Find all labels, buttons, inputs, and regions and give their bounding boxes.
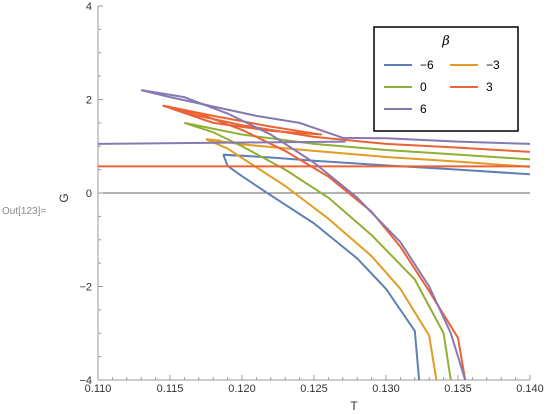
series-6-flat-branch — [98, 140, 346, 145]
y-tick-label: −2 — [79, 282, 92, 294]
axes: 0.110 0.115 0.120 0.125 0.130 0.135 0.140 −4 −2 0… — [57, 1, 544, 413]
y-tick-label: 4 — [86, 1, 92, 13]
x-axis-title: T — [350, 399, 358, 413]
series-neg3-lower-branch — [205, 138, 438, 380]
y-tick-label: −4 — [79, 375, 92, 387]
series-3-lower-branch — [162, 104, 467, 380]
series-neg6-stub-branch — [223, 153, 235, 157]
output-cell-label: Out[123]= — [2, 206, 47, 217]
series-layer — [98, 89, 530, 380]
legend-entry-label: −6 — [420, 58, 434, 72]
legend-entry-label: 0 — [420, 80, 427, 94]
series-6-lower-branch — [141, 89, 467, 380]
legend: β −6 −3 0 3 6 — [373, 26, 519, 132]
legend-entry-label: −3 — [486, 58, 500, 72]
series-3-loop-branch — [162, 104, 323, 136]
x-tick-label: 0.130 — [372, 383, 400, 395]
x-tick-label: 0.140 — [516, 383, 544, 395]
series-neg3-stub-branch — [205, 138, 221, 142]
legend-entry-label: 6 — [420, 102, 427, 116]
x-tick-label: 0.110 — [85, 383, 112, 395]
series-0-upper-branch — [184, 121, 530, 161]
x-tick-label: 0.135 — [444, 383, 472, 395]
y-tick-label: 2 — [86, 95, 92, 107]
x-tick-label: 0.120 — [228, 383, 256, 395]
legend-box — [373, 26, 519, 132]
legend-title: β — [441, 34, 450, 49]
x-tick-label: 0.125 — [300, 383, 328, 395]
series-6-upper-branch — [140, 89, 530, 145]
y-tick-label: 0 — [86, 188, 92, 200]
y-axis-title: G — [57, 193, 71, 202]
series-neg6-lower-branch — [222, 154, 421, 380]
legend-entry-label: 3 — [486, 80, 493, 94]
series-0-lower-branch — [184, 121, 452, 380]
x-tick-label: 0.115 — [157, 383, 184, 395]
series-3-upper-branch — [162, 104, 530, 153]
